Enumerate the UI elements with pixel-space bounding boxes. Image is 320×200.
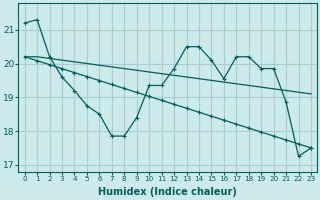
X-axis label: Humidex (Indice chaleur): Humidex (Indice chaleur) <box>98 187 237 197</box>
